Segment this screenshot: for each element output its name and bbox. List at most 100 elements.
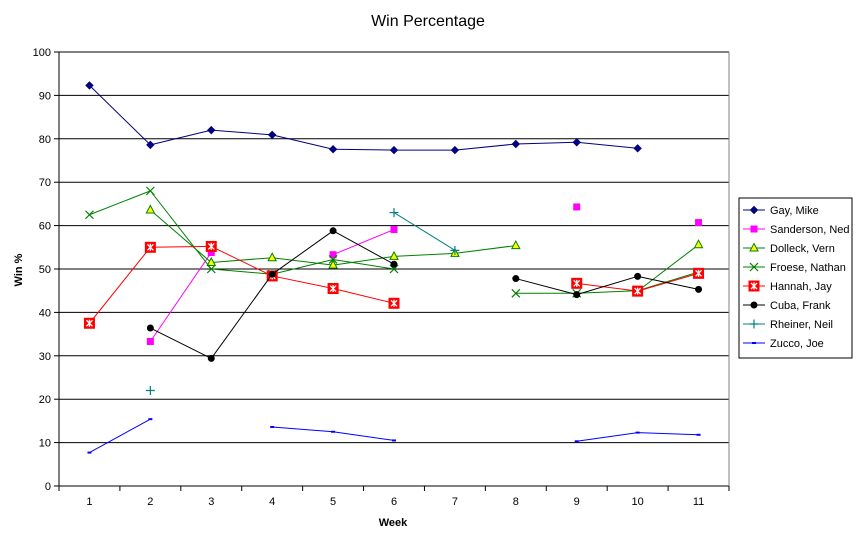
data-point: [329, 227, 337, 235]
series-line-segment: [576, 275, 638, 296]
data-point: [327, 283, 339, 295]
series-line-segment: [637, 271, 699, 292]
series-line-segment: [454, 245, 516, 254]
series-line-segment: [637, 244, 699, 292]
data-point: [328, 259, 338, 269]
series-line-segment: [149, 252, 212, 342]
legend: Gay, Mike Sanderson, Ned Dolleck, Vern Froe…: [738, 197, 853, 359]
y-tick-label: 70: [39, 177, 51, 189]
y-tick-label: 90: [39, 90, 51, 102]
x-tick-label: 4: [269, 496, 275, 508]
y-tick-label: 10: [39, 438, 51, 450]
data-point: [389, 208, 399, 218]
data-point: [328, 255, 338, 264]
series-line-segment: [637, 432, 699, 436]
series-line-segment: [333, 258, 395, 270]
legend-item-7: Zucco, Joe: [743, 338, 824, 350]
y-tick-label: 100: [33, 47, 51, 59]
data-point: [83, 317, 95, 329]
data-point: [389, 250, 399, 260]
data-point: [572, 138, 581, 147]
legend-label: Gay, Mike: [770, 205, 819, 217]
series-line-segment: [150, 209, 212, 263]
x-tick-label: 8: [513, 496, 519, 508]
x-tick-label: 9: [574, 496, 580, 508]
data-point: [267, 130, 277, 140]
data-point: [695, 285, 703, 293]
data-point: [388, 297, 400, 309]
data-point: [144, 241, 156, 253]
series-line-segment: [576, 141, 638, 149]
series-7: [87, 418, 701, 454]
series-line-segment: [393, 252, 455, 257]
legend-swatch-marker: [749, 205, 759, 215]
data-point: [573, 291, 581, 299]
x-tick-label: 1: [86, 496, 92, 508]
legend-label: Cuba, Frank: [770, 300, 831, 312]
data-point: [389, 145, 399, 155]
data-point: [390, 226, 398, 234]
x-tick-label: 6: [391, 496, 397, 508]
data-point: [633, 144, 642, 153]
series-line-segment: [576, 432, 638, 442]
data-point: [207, 354, 215, 362]
legend-item-2: Dolleck, Vern: [743, 242, 835, 255]
x-tick-label: 2: [147, 496, 153, 508]
series-line-segment: [271, 230, 334, 275]
data-point: [512, 275, 520, 283]
legend-label: Rheiner, Neil: [770, 319, 833, 331]
data-point: [268, 270, 276, 278]
data-point: [267, 252, 278, 262]
series-line-segment: [150, 245, 212, 248]
series-line-segment: [515, 141, 577, 145]
series-line-segment: [89, 418, 151, 454]
series-line-segment: [211, 129, 273, 136]
x-tick-label: 5: [330, 496, 336, 508]
legend-item-4: Hannah, Jay: [743, 280, 832, 293]
axes: [54, 51, 730, 491]
legend-label: Froese, Nathan: [770, 262, 846, 274]
legend-label: Dolleck, Vern: [770, 243, 835, 255]
series-line-segment: [332, 229, 395, 256]
y-axis-title: Win %: [13, 253, 25, 286]
chart-title: Win Percentage: [371, 13, 485, 30]
series-line-segment: [89, 246, 151, 324]
series-line-segment: [272, 275, 334, 290]
data-point: [145, 204, 156, 214]
series-line-segment: [454, 143, 516, 151]
data-point: [205, 240, 217, 252]
series-line-segment: [211, 257, 273, 263]
series-line-segment: [515, 278, 577, 296]
x-tick-label: 10: [632, 496, 644, 508]
x-axis-title: Week: [379, 517, 408, 529]
legend-swatch-marker: [750, 225, 758, 233]
y-tick-label: 20: [39, 394, 51, 406]
y-tick-label: 80: [39, 134, 51, 146]
data-point: [207, 125, 216, 135]
series-line-segment: [272, 258, 334, 275]
data-point: [328, 145, 338, 154]
data-point: [511, 288, 521, 298]
data-point: [450, 245, 460, 255]
series-line-segment: [333, 148, 395, 151]
series-line-segment: [149, 190, 212, 270]
legend-swatch-marker: [749, 319, 759, 329]
series-line-segment: [272, 134, 334, 150]
x-tick-label: 11: [693, 496, 704, 508]
legend-item-3: Froese, Nathan: [743, 262, 846, 274]
y-tick-label: 40: [39, 307, 51, 319]
series-line-segment: [89, 190, 151, 216]
series-line-segment: [637, 272, 699, 292]
data-point: [693, 267, 705, 279]
series-line-segment: [332, 230, 395, 265]
series-2: [145, 204, 704, 295]
series-line-segment: [576, 290, 638, 294]
data-point: [145, 186, 155, 196]
series-line-segment: [333, 431, 395, 441]
data-point: [511, 139, 521, 149]
y-tick-label: 0: [45, 481, 51, 493]
series-line-segment: [150, 327, 212, 359]
y-tick-label: 50: [39, 264, 51, 276]
